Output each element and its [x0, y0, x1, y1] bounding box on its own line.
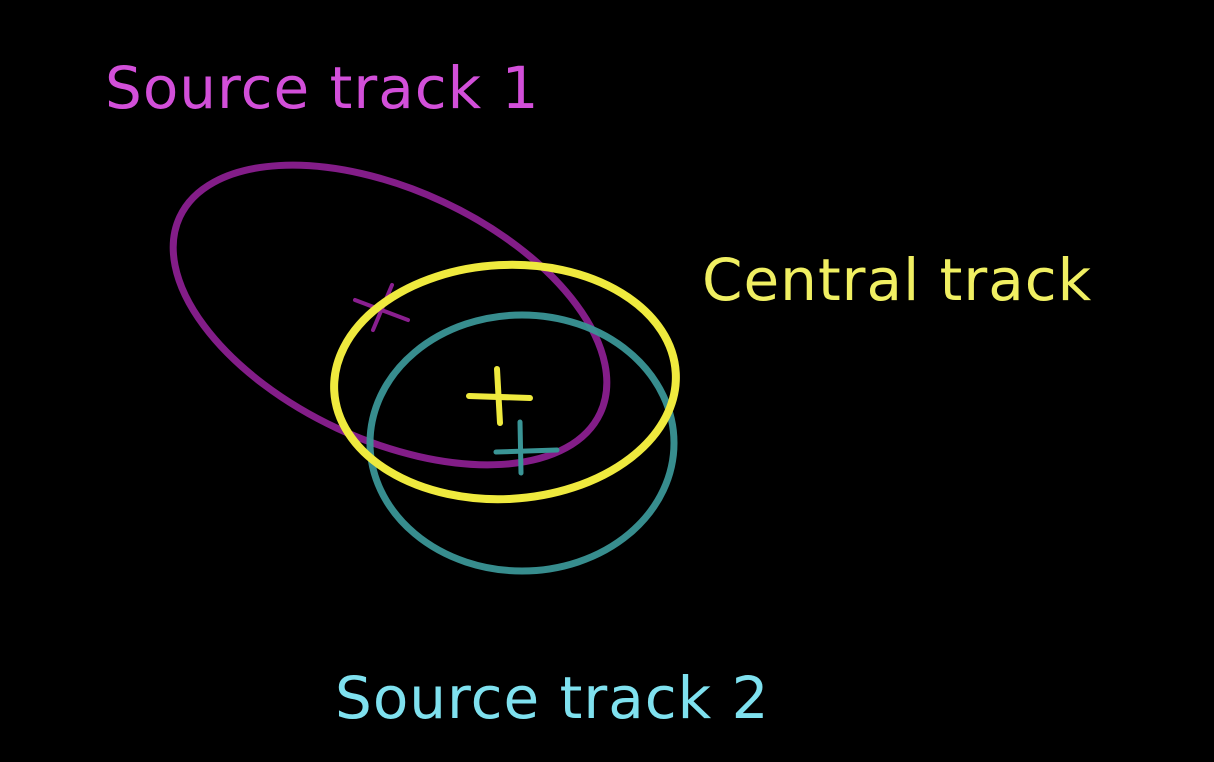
central-track-ellipse — [330, 260, 680, 504]
source-track-2-label: Source track 2 — [335, 664, 770, 732]
central-track-label: Central track — [702, 246, 1092, 314]
source-track-2-ellipse — [366, 311, 678, 575]
central-track-center-marker — [466, 366, 533, 426]
source-track-2-center-marker — [493, 419, 560, 476]
source-track-1-label: Source track 1 — [105, 54, 540, 122]
source-track-1-ellipse — [169, 161, 611, 469]
